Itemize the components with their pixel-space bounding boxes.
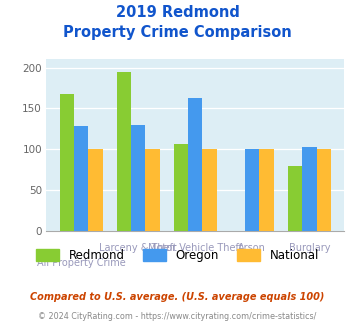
Bar xyxy=(174,145,188,231)
Text: Property Crime Comparison: Property Crime Comparison xyxy=(63,25,292,40)
Bar xyxy=(117,72,131,231)
Text: 2019 Redmond: 2019 Redmond xyxy=(116,5,239,20)
Text: Compared to U.S. average. (U.S. average equals 100): Compared to U.S. average. (U.S. average … xyxy=(30,292,325,302)
Text: Larceny & Theft: Larceny & Theft xyxy=(99,243,177,253)
Text: © 2024 CityRating.com - https://www.cityrating.com/crime-statistics/: © 2024 CityRating.com - https://www.city… xyxy=(38,312,317,321)
Legend: Redmond, Oregon, National: Redmond, Oregon, National xyxy=(31,244,324,266)
Bar xyxy=(74,126,88,231)
Bar xyxy=(145,149,160,231)
Bar xyxy=(302,147,317,231)
Bar xyxy=(188,98,202,231)
Bar xyxy=(60,94,74,231)
Text: Arson: Arson xyxy=(239,243,266,253)
Bar xyxy=(260,149,274,231)
Bar xyxy=(288,166,302,231)
Text: Burglary: Burglary xyxy=(289,243,330,253)
Text: All Property Crime: All Property Crime xyxy=(37,258,125,269)
Bar xyxy=(245,149,260,231)
Bar xyxy=(317,149,331,231)
Text: Motor Vehicle Theft: Motor Vehicle Theft xyxy=(148,243,242,253)
Bar xyxy=(202,149,217,231)
Bar xyxy=(131,125,145,231)
Bar xyxy=(88,149,103,231)
